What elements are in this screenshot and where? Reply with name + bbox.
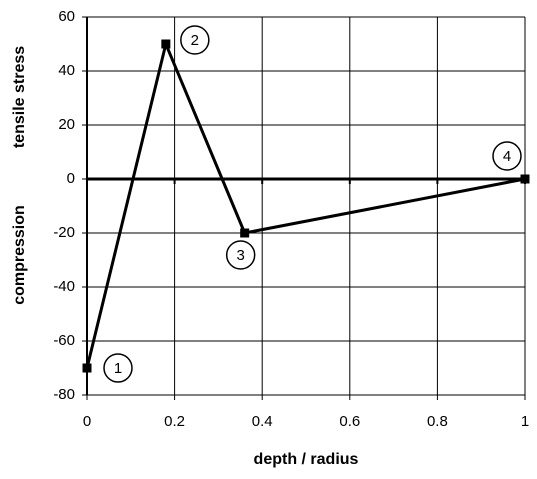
point-label-circle [103, 353, 133, 383]
point-label: 3 [237, 247, 245, 264]
y-tick-label: -80 [53, 386, 75, 403]
y-tick-label: -20 [53, 224, 75, 241]
point-marker [161, 39, 171, 49]
y-tick-label: 0 [67, 170, 75, 187]
y-tick-label: 60 [58, 8, 75, 25]
x-tick-label: 0.2 [164, 413, 185, 430]
point-label: 4 [503, 148, 511, 165]
point-label: 2 [191, 32, 199, 49]
x-tick-label: 1 [521, 413, 529, 430]
x-tick-label: 0.4 [252, 413, 273, 430]
point-label-circle [180, 25, 210, 55]
y-tick-label: 20 [58, 116, 75, 133]
y-tick-label: -40 [53, 278, 75, 295]
y-axis-label-lower: compression [11, 205, 28, 305]
point-label-circle [492, 141, 522, 171]
point-marker [240, 228, 250, 238]
x-tick-label: 0.6 [339, 413, 360, 430]
x-tick-label: 0 [83, 413, 91, 430]
y-tick-label: 40 [58, 62, 75, 79]
point-label-circle [225, 240, 256, 270]
x-axis-label: depth / radius [254, 451, 359, 468]
y-axis-label-upper: tensile stress [11, 46, 28, 148]
y-tick-label: -60 [53, 332, 75, 349]
point-label: 1 [114, 360, 122, 377]
point-marker [82, 363, 92, 373]
point-marker [520, 174, 530, 184]
x-tick-label: 0.8 [427, 413, 448, 430]
series-line [85, 39, 526, 369]
